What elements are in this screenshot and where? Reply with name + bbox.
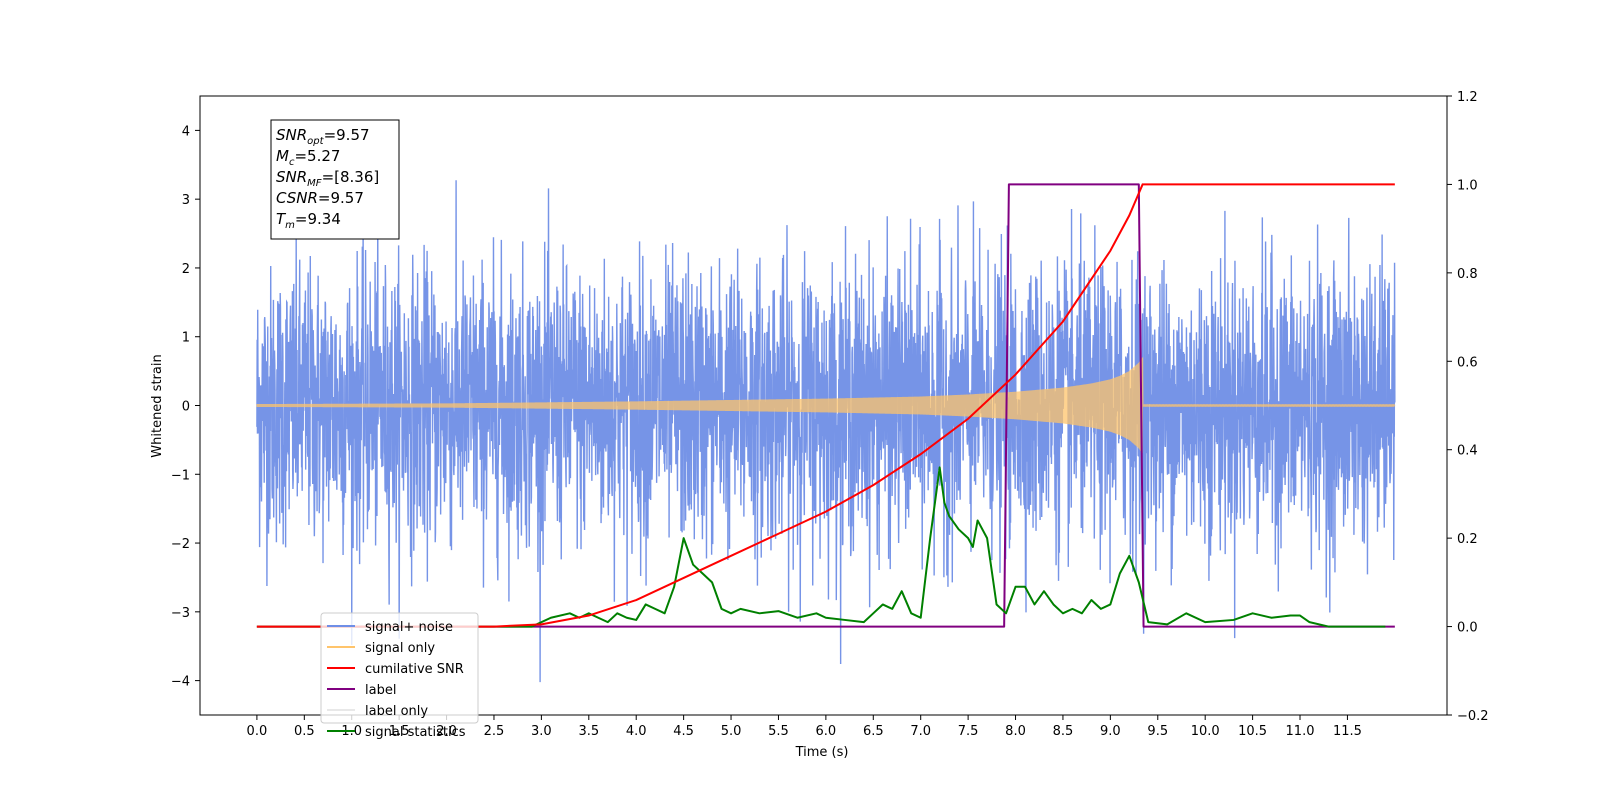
x-tick-label: 4.0 [626,724,647,739]
x-tick-label: 2.5 [484,724,505,739]
annotation-line: SNRopt=9.57 [276,126,370,147]
legend-label: signal+ noise [365,620,453,635]
y-left-tick-label: 4 [182,124,190,139]
x-tick-label: 1.5 [389,724,410,739]
x-tick-label: 11.0 [1286,724,1315,739]
annotation-value: =9.57 [324,126,370,144]
y-axis-label-left: Whitened strain [150,354,165,457]
legend: signal+ noise signal only cumilative SNR la… [320,612,479,740]
x-tick-label: 2.0 [436,724,457,739]
y-right-tick-label: 1.0 [1457,178,1478,193]
legend-label: label only [365,704,428,719]
annotation-line: Tm=9.34 [276,210,341,231]
annotation-value: =9.57 [318,189,364,207]
annotation-subscript: m [285,220,295,231]
y-left-tick-label: 0 [182,400,190,415]
annotation-subscript: opt [307,136,324,147]
x-tick-label: 5.0 [721,724,742,739]
annotation-symbol: CSNR [276,189,318,207]
y-left-tick-label: −1 [171,468,190,483]
x-tick-label: 4.5 [673,724,694,739]
x-tick-label: 9.5 [1147,724,1168,739]
y-right-tick-label: 0.2 [1457,532,1478,547]
y-axis-left: −4 −3 −2 −1 0 1 2 3 4 [171,124,200,690]
x-axis-label: Time (s) [795,745,849,760]
stats-annotation-box: SNRopt=9.57Mc=5.27SNRMF=[8.36]CSNR=9.57T… [270,119,400,240]
y-right-tick-label: 0.8 [1457,267,1478,282]
legend-label: cumilative SNR [365,662,464,677]
annotation-frame [270,119,400,240]
annotation-line: Mc=5.27 [276,147,340,168]
x-tick-label: 10.5 [1238,724,1267,739]
x-tick-label: 7.5 [958,724,979,739]
legend-label: label [365,683,396,698]
annotation-subscript: c [289,157,295,168]
y-right-tick-label: 0.0 [1457,621,1478,636]
x-tick-label: 3.5 [578,724,599,739]
series-signal-plus-noise [256,180,1396,683]
x-tick-label: 0.0 [247,724,268,739]
x-tick-label: 5.5 [768,724,789,739]
y-left-tick-label: −2 [171,537,190,552]
annotation-line: SNRMF=[8.36] [276,168,379,189]
series-signal-statistics [256,466,1386,628]
x-axis: 0.0 0.5 1.0 1.5 2.0 2.5 3.0 3.5 4.0 4.5 5.0 5.5 6.0 6… [247,715,1362,739]
annotation-symbol: T [276,210,287,228]
y-left-tick-label: 3 [182,193,190,208]
x-tick-label: 11.5 [1333,724,1362,739]
annotation-value: =5.27 [294,147,340,165]
x-tick-label: 6.0 [816,724,837,739]
x-tick-label: 8.0 [1005,724,1026,739]
y-right-tick-label: 0.6 [1457,355,1478,370]
annotation-value: =[8.36] [322,168,380,186]
x-tick-label: 8.5 [1053,724,1074,739]
annotation-value: =9.34 [295,210,341,228]
x-tick-label: 9.0 [1100,724,1121,739]
y-left-tick-label: 1 [182,331,190,346]
y-right-tick-label: 0.4 [1457,444,1478,459]
legend-label: signal statistics [365,725,466,740]
x-tick-label: 6.5 [863,724,884,739]
legend-frame [320,612,479,724]
y-right-tick-label: −0.2 [1457,709,1489,724]
annotation-line: CSNR=9.57 [276,189,364,207]
y-left-tick-label: −3 [171,606,190,621]
annotation-symbol: SNR [276,168,307,186]
legend-label: signal only [365,641,435,656]
series-signal-only [256,357,1396,453]
series-cumulative-snr [256,183,1395,628]
x-tick-label: 3.0 [531,724,552,739]
x-tick-label: 10.0 [1191,724,1220,739]
series-label [256,183,1395,628]
y-right-tick-label: 1.2 [1457,90,1478,105]
annotation-subscript: MF [307,178,322,189]
annotation-symbol: M [276,147,289,165]
annotation-symbol: SNR [276,126,307,144]
y-axis-right: −0.2 0.0 0.2 0.4 0.6 0.8 1.0 1.2 [1447,90,1489,724]
x-tick-label: 7.0 [910,724,931,739]
y-left-tick-label: −4 [171,675,190,690]
x-tick-label: 0.5 [294,724,315,739]
y-left-tick-label: 2 [182,262,190,277]
series-layer [256,180,1396,683]
